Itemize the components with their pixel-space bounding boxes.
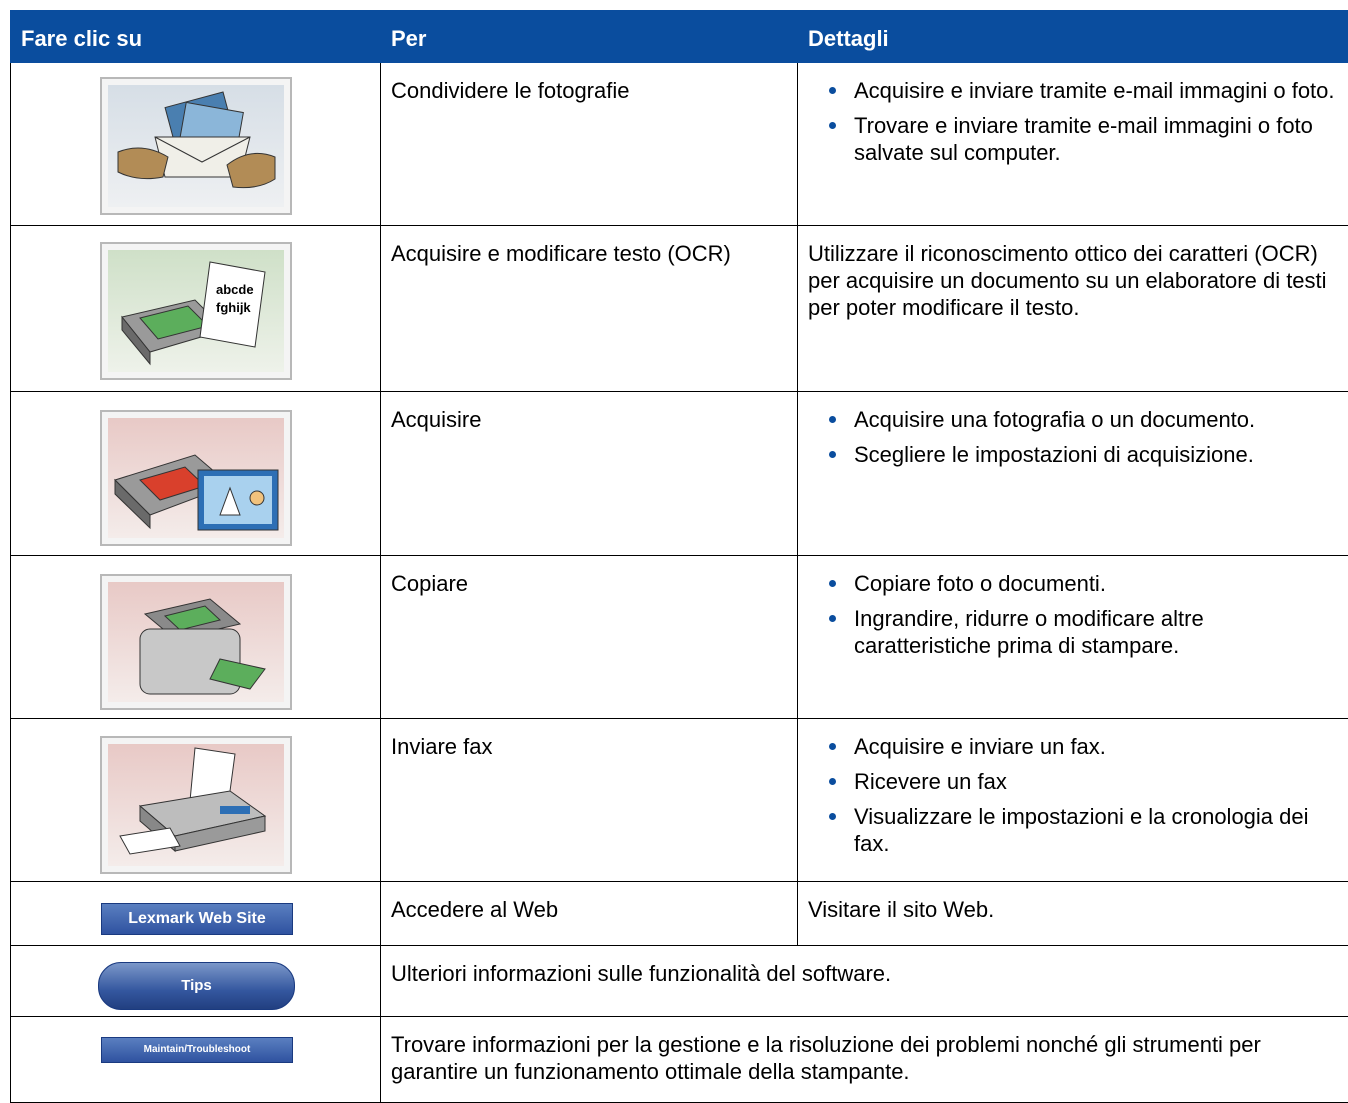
icon-cell [11, 392, 381, 556]
row: Inviare fax Acquisire e inviare un fax. R… [11, 719, 1348, 882]
header-cell: Fare clic su [11, 11, 381, 63]
details-cell: Visitare il sito Web. [798, 882, 1348, 946]
scan-icon[interactable] [100, 410, 292, 546]
copy-icon[interactable] [100, 574, 292, 710]
bullet-item: Acquisire e inviare tramite e-mail immag… [854, 77, 1339, 104]
details-cell: Acquisire una fotografia o un documento.… [798, 392, 1348, 556]
action-cell: Acquisire [381, 392, 798, 556]
bullet-item: Acquisire e inviare un fax. [854, 733, 1339, 760]
icon-cell: Maintain/Troubleshoot [11, 1017, 381, 1103]
feature-table: Fare clic su Per Dettagli Condividere le… [10, 10, 1348, 1103]
fax-icon[interactable] [100, 736, 292, 874]
ocr-icon[interactable]: abcde fghijk [100, 242, 292, 380]
bullet-item: Ricevere un fax [854, 768, 1339, 795]
row: abcde fghijk Acquisire e modificare test… [11, 226, 1348, 392]
row: Maintain/Troubleshoot Trovare informazio… [11, 1017, 1348, 1103]
description-cell: Ulteriori informazioni sulle funzionalit… [381, 946, 1348, 1017]
action-cell: Copiare [381, 556, 798, 719]
details-cell: Copiare foto o documenti. Ingrandire, rid… [798, 556, 1348, 719]
share-photos-icon[interactable] [100, 77, 292, 215]
icon-cell: abcde fghijk [11, 226, 381, 392]
icon-cell: Tips [11, 946, 381, 1017]
details-cell: Utilizzare il riconoscimento ottico dei … [798, 226, 1348, 392]
header-cell: Dettagli [798, 11, 1348, 63]
row: Copiare Copiare foto o documenti. Ingrand… [11, 556, 1348, 719]
icon-cell [11, 719, 381, 882]
action-cell: Accedere al Web [381, 882, 798, 946]
details-cell: Acquisire e inviare un fax. Ricevere un f… [798, 719, 1348, 882]
icon-cell: Lexmark Web Site [11, 882, 381, 946]
row: Lexmark Web Site Accedere al Web Visitar… [11, 882, 1348, 946]
bullet-item: Ingrandire, ridurre o modificare altre c… [854, 605, 1339, 659]
bullet-item: Scegliere le impostazioni di acquisizion… [854, 441, 1339, 468]
header-row: Fare clic su Per Dettagli [11, 11, 1348, 63]
bullet-item: Visualizzare le impostazioni e la cronol… [854, 803, 1339, 857]
maintain-button[interactable]: Maintain/Troubleshoot [101, 1037, 293, 1063]
header-cell: Per [381, 11, 798, 63]
description-cell: Trovare informazioni per la gestione e l… [381, 1017, 1348, 1103]
details-cell: Acquisire e inviare tramite e-mail immag… [798, 63, 1348, 226]
bullet-item: Trovare e inviare tramite e-mail immagin… [854, 112, 1339, 166]
icon-text: fghijk [216, 300, 251, 315]
bullet-item: Copiare foto o documenti. [854, 570, 1339, 597]
icon-cell [11, 556, 381, 719]
action-cell: Inviare fax [381, 719, 798, 882]
bullet-item: Acquisire una fotografia o un documento. [854, 406, 1339, 433]
action-cell: Acquisire e modificare testo (OCR) [381, 226, 798, 392]
icon-text: abcde [216, 282, 254, 297]
action-cell: Condividere le fotografie [381, 63, 798, 226]
tips-button[interactable]: Tips [98, 962, 295, 1010]
row: Acquisire Acquisire una fotografia o un … [11, 392, 1348, 556]
row: Tips Ulteriori informazioni sulle funzio… [11, 946, 1348, 1017]
web-site-button[interactable]: Lexmark Web Site [101, 903, 293, 935]
row: Condividere le fotografie Acquisire e in… [11, 63, 1348, 226]
icon-cell [11, 63, 381, 226]
